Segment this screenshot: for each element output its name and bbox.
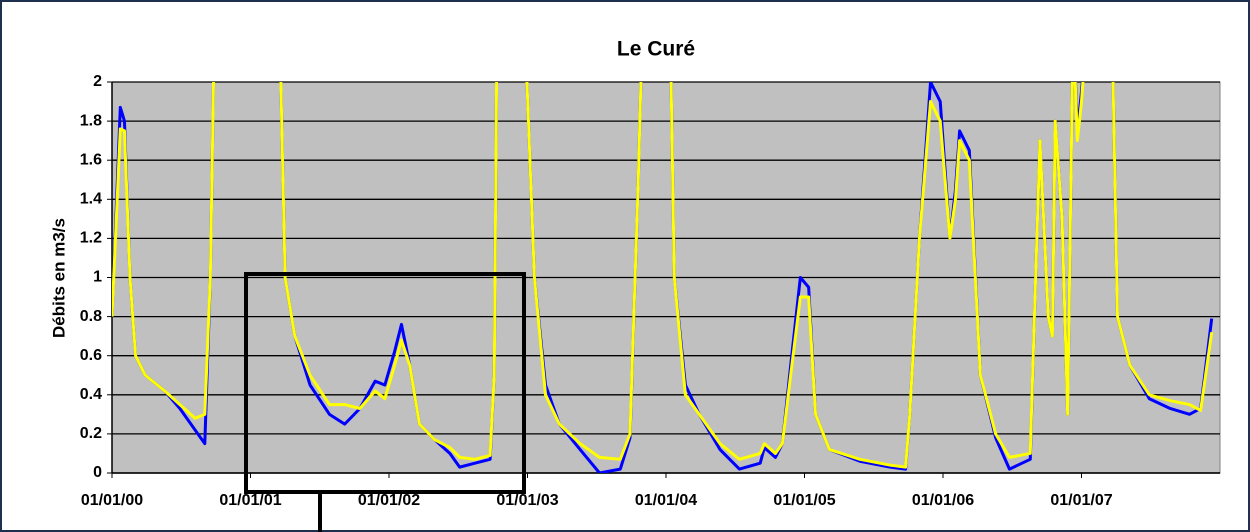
y-tick-label: 0.2 [80, 425, 102, 442]
y-tick-label: 1.4 [80, 191, 102, 208]
x-tick-label: 01/01/07 [1050, 492, 1112, 509]
y-tick-label: 2 [93, 73, 102, 90]
x-tick-label: 01/01/04 [635, 492, 697, 509]
y-tick-label: 1.2 [80, 230, 102, 247]
y-tick-label: 1.6 [80, 151, 102, 168]
x-tick-label: 01/01/06 [912, 492, 974, 509]
chart-title: Le Curé [617, 38, 695, 61]
y-tick-label: 0.8 [80, 308, 102, 325]
y-tick-label: 1 [93, 269, 102, 286]
series-line [112, 82, 1214, 469]
y-tick-label: 0.6 [80, 347, 102, 364]
x-tick-label: 01/01/00 [81, 492, 143, 509]
y-tick-label: 0.4 [80, 386, 102, 403]
y-tick-label: 1.8 [80, 112, 102, 129]
x-tick-label: 01/01/02 [358, 492, 420, 509]
y-axis-label: Débits en m3/s [49, 218, 68, 338]
x-tick-label: 01/01/05 [773, 492, 835, 509]
x-tick-label: 01/01/03 [496, 492, 558, 509]
y-tick-label: 0 [93, 464, 102, 481]
x-tick-label: 01/01/01 [219, 492, 281, 509]
highlight-box [244, 272, 526, 494]
